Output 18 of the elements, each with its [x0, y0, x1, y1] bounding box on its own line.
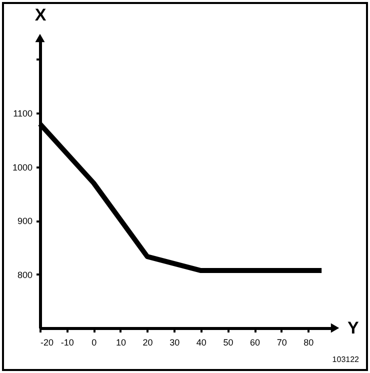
x-axis-title: Y	[348, 318, 360, 338]
x-tick-label: 80	[304, 338, 314, 348]
y-tick-label: 900	[17, 216, 32, 226]
y-tick-label: 800	[17, 270, 32, 280]
x-tick-label: -10	[60, 338, 74, 348]
x-tick-label: 40	[196, 338, 206, 348]
x-tick-label: 70	[276, 338, 287, 348]
x-tick-label: 10	[116, 338, 126, 348]
x-tick-label: -20	[40, 338, 54, 348]
x-tick-label: 0	[92, 338, 97, 348]
x-tick-label: 50	[223, 338, 234, 348]
x-tick-label: 20	[142, 338, 153, 348]
y-tick-label: 1100	[13, 108, 32, 119]
x-tick-label: 30	[170, 338, 180, 348]
x-tick-label: 60	[250, 338, 260, 348]
y-axis-title: X	[34, 6, 47, 24]
y-tick-label: 1000	[12, 162, 32, 172]
text: 103122	[332, 355, 360, 364]
